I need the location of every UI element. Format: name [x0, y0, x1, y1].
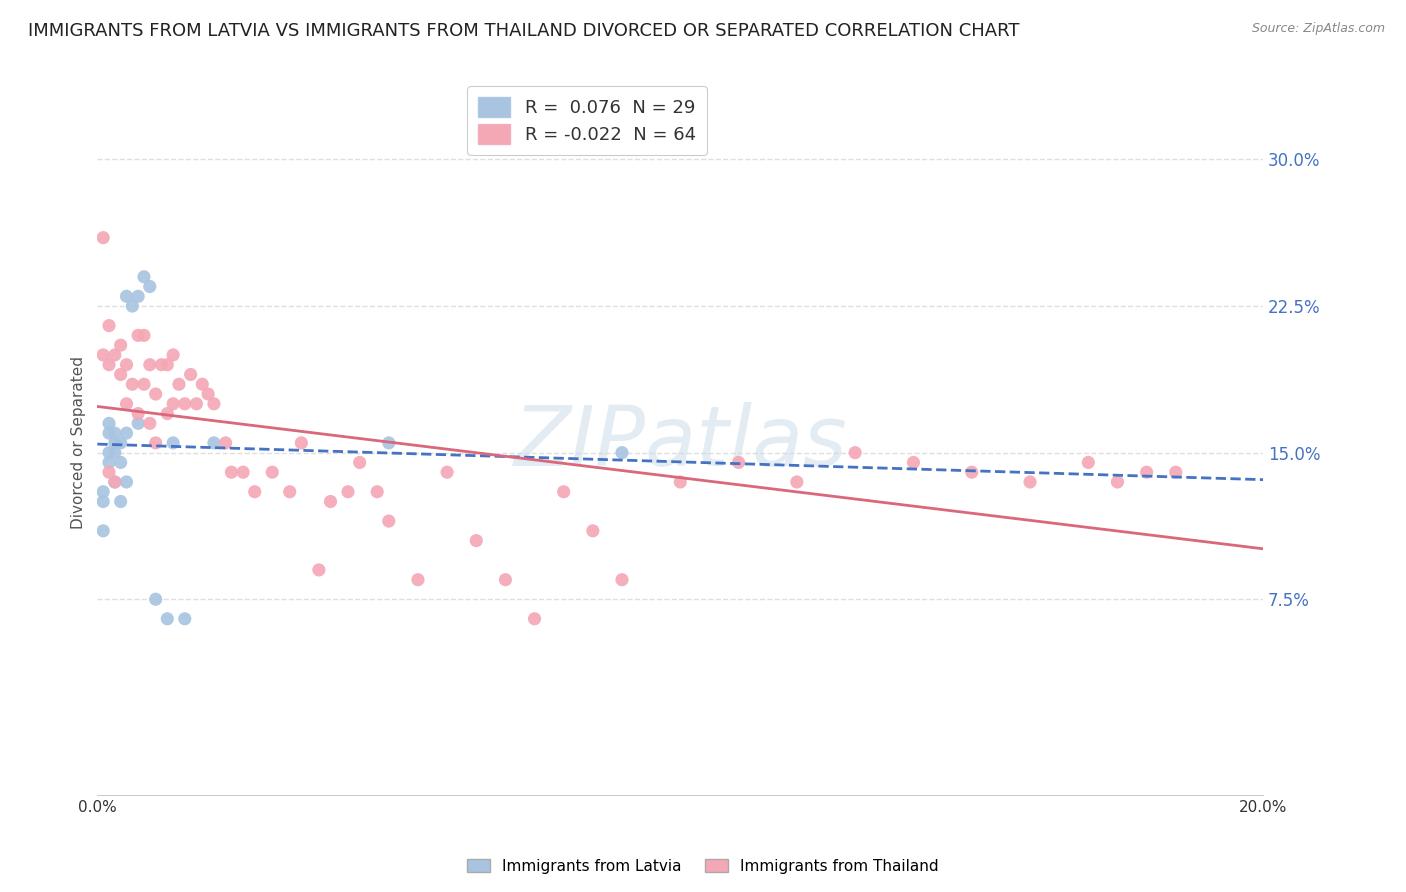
- Point: [786, 475, 808, 489]
- Point: [465, 533, 488, 548]
- Point: [127, 328, 149, 343]
- Point: [91, 348, 114, 362]
- Point: [132, 328, 155, 343]
- Point: [727, 455, 749, 469]
- Point: [150, 358, 173, 372]
- Point: [214, 436, 236, 450]
- Text: ZIPatlas: ZIPatlas: [513, 402, 846, 483]
- Point: [1107, 475, 1129, 489]
- Point: [121, 299, 143, 313]
- Point: [610, 445, 633, 459]
- Point: [202, 397, 225, 411]
- Text: Source: ZipAtlas.com: Source: ZipAtlas.com: [1251, 22, 1385, 36]
- Point: [145, 436, 167, 450]
- Point: [104, 436, 127, 450]
- Point: [98, 358, 121, 372]
- Point: [173, 612, 195, 626]
- Point: [494, 573, 516, 587]
- Point: [110, 455, 132, 469]
- Point: [115, 289, 138, 303]
- Point: [844, 445, 866, 459]
- Point: [167, 377, 190, 392]
- Point: [1077, 455, 1099, 469]
- Point: [115, 426, 138, 441]
- Point: [121, 377, 143, 392]
- Point: [1136, 465, 1159, 479]
- Point: [127, 407, 149, 421]
- Point: [115, 397, 138, 411]
- Text: IMMIGRANTS FROM LATVIA VS IMMIGRANTS FROM THAILAND DIVORCED OR SEPARATED CORRELA: IMMIGRANTS FROM LATVIA VS IMMIGRANTS FRO…: [28, 22, 1019, 40]
- Point: [91, 230, 114, 244]
- Point: [202, 436, 225, 450]
- Point: [98, 465, 121, 479]
- Point: [98, 426, 121, 441]
- Point: [104, 445, 127, 459]
- Point: [243, 484, 266, 499]
- Point: [156, 612, 179, 626]
- Legend: Immigrants from Latvia, Immigrants from Thailand: Immigrants from Latvia, Immigrants from …: [461, 853, 945, 880]
- Point: [221, 465, 243, 479]
- Point: [1164, 465, 1187, 479]
- Point: [197, 387, 219, 401]
- Y-axis label: Divorced or Separated: Divorced or Separated: [72, 357, 86, 529]
- Point: [960, 465, 983, 479]
- Point: [104, 348, 127, 362]
- Point: [98, 417, 121, 431]
- Point: [110, 338, 132, 352]
- Point: [162, 348, 184, 362]
- Point: [115, 475, 138, 489]
- Point: [115, 358, 138, 372]
- Point: [104, 426, 127, 441]
- Point: [98, 455, 121, 469]
- Point: [378, 436, 401, 450]
- Point: [156, 407, 179, 421]
- Point: [903, 455, 925, 469]
- Point: [110, 436, 132, 450]
- Point: [132, 269, 155, 284]
- Point: [366, 484, 388, 499]
- Point: [127, 417, 149, 431]
- Point: [278, 484, 301, 499]
- Point: [262, 465, 284, 479]
- Point: [145, 592, 167, 607]
- Point: [1019, 475, 1042, 489]
- Point: [173, 397, 195, 411]
- Point: [110, 494, 132, 508]
- Point: [436, 465, 458, 479]
- Legend: R =  0.076  N = 29, R = -0.022  N = 64: R = 0.076 N = 29, R = -0.022 N = 64: [467, 86, 707, 154]
- Point: [104, 475, 127, 489]
- Point: [180, 368, 202, 382]
- Point: [191, 377, 214, 392]
- Point: [319, 494, 342, 508]
- Point: [290, 436, 312, 450]
- Point: [139, 417, 162, 431]
- Point: [349, 455, 371, 469]
- Point: [127, 289, 149, 303]
- Point: [104, 475, 127, 489]
- Point: [582, 524, 605, 538]
- Point: [145, 387, 167, 401]
- Point: [378, 514, 401, 528]
- Point: [669, 475, 692, 489]
- Point: [91, 524, 114, 538]
- Point: [337, 484, 360, 499]
- Point: [91, 494, 114, 508]
- Point: [98, 445, 121, 459]
- Point: [156, 358, 179, 372]
- Point: [610, 573, 633, 587]
- Point: [91, 484, 114, 499]
- Point: [162, 436, 184, 450]
- Point: [162, 397, 184, 411]
- Point: [232, 465, 254, 479]
- Point: [139, 279, 162, 293]
- Point: [98, 318, 121, 333]
- Point: [110, 368, 132, 382]
- Point: [406, 573, 429, 587]
- Point: [139, 358, 162, 372]
- Point: [523, 612, 546, 626]
- Point: [186, 397, 208, 411]
- Point: [553, 484, 575, 499]
- Point: [132, 377, 155, 392]
- Point: [308, 563, 330, 577]
